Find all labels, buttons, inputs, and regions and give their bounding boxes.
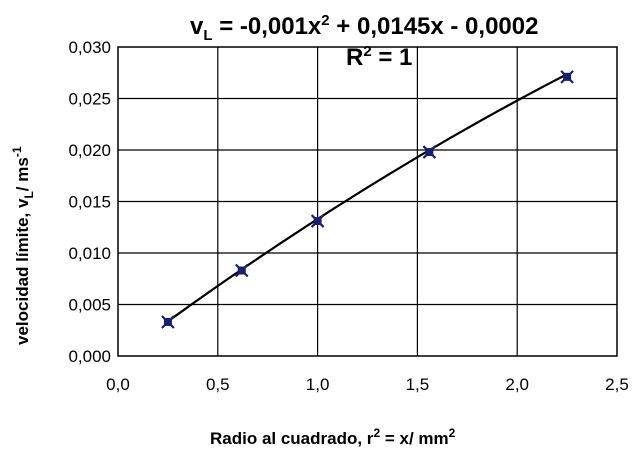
y-tick-label: 0,010 <box>68 244 111 263</box>
y-tick-label: 0,030 <box>68 38 111 57</box>
data-point-cross <box>161 315 175 329</box>
data-point-cross <box>234 263 249 278</box>
x-tick-label: 1,5 <box>406 375 430 394</box>
data-point <box>422 145 437 159</box>
y-tick-label: 0,020 <box>68 141 111 160</box>
grid <box>118 47 617 356</box>
y-tick-label: 0,000 <box>68 347 111 366</box>
x-tick-label: 2,5 <box>605 375 629 394</box>
data-point-cross <box>560 70 574 84</box>
data-point <box>310 214 325 228</box>
x-tick-label: 0,0 <box>106 375 130 394</box>
trendline-equation: vL = -0,001x2 + 0,0145x - 0,0002 <box>190 12 538 44</box>
data-point-cross <box>310 214 325 228</box>
y-axis-title: velocidad límite, vL/ ms-1 <box>10 146 36 345</box>
data-point <box>560 70 574 84</box>
y-tick-labels: 0,000 0,005 0,010 0,015 0,020 0,025 0,030 <box>68 38 111 366</box>
x-axis-title: Radio al cuadrado, r2 = x/ mm2 <box>210 426 456 448</box>
x-tick-label: 0,5 <box>206 375 230 394</box>
y-tick-label: 0,025 <box>68 90 111 109</box>
y-tick-label: 0,015 <box>68 193 111 212</box>
trendline-group <box>167 73 568 323</box>
data-point <box>234 263 249 278</box>
x-tick-labels: 0,0 0,5 1,0 1,5 2,0 2,5 <box>106 375 629 394</box>
y-tick-label: 0,005 <box>68 296 111 315</box>
data-points <box>161 70 574 329</box>
r-squared: R2 = 1 <box>346 43 412 71</box>
data-point <box>161 315 175 329</box>
trendline <box>167 73 568 323</box>
data-point-cross <box>422 145 437 159</box>
x-tick-label: 2,0 <box>505 375 529 394</box>
x-tick-label: 1,0 <box>306 375 330 394</box>
